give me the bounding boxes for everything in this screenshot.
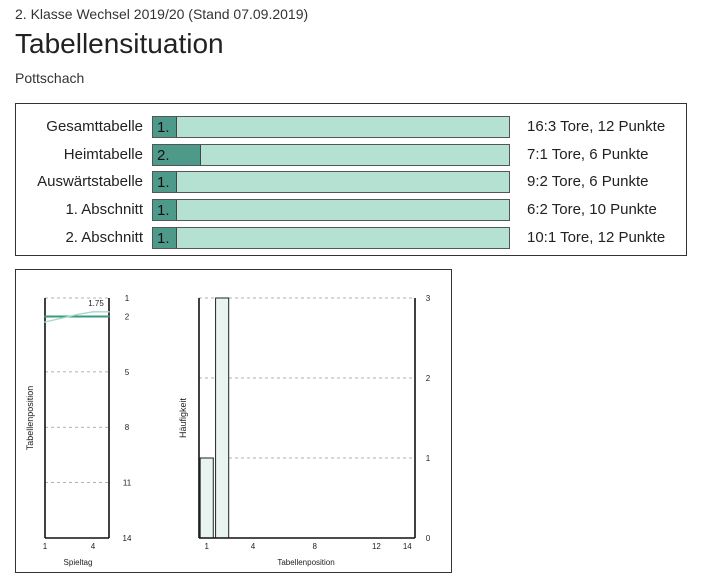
standing-label: Gesamttabelle — [46, 118, 143, 135]
x-tick-label: 14 — [403, 542, 412, 551]
rank-label: 1. — [157, 202, 170, 220]
data-point — [76, 313, 78, 316]
rank-bar-track: 1. — [152, 171, 510, 194]
data-point — [108, 315, 110, 318]
rank-label: 1. — [157, 119, 170, 136]
charts-panel: 1 2 5 8 11 14 1.75 1 4 Spieltag Tabellenposition 0 1… — [15, 269, 452, 573]
value-annotation: 1.75 — [88, 299, 104, 308]
standing-row: Heimtabelle 2. 7:1 Tore, 6 Punkte — [16, 143, 686, 168]
data-point — [76, 315, 78, 318]
y-tick-label: 3 — [426, 294, 431, 303]
rank-label: 1. — [157, 229, 170, 247]
y-tick-label: 1 — [125, 294, 130, 303]
standing-row: Gesamttabelle 1. 16:3 Tore, 12 Punkte — [16, 116, 686, 140]
league-subtitle: 2. Klasse Wechsel 2019/20 (Stand 07.09.2… — [15, 6, 309, 22]
data-point — [108, 311, 110, 313]
rank-bar-fill — [153, 144, 201, 165]
standing-label: 2. Abschnitt — [65, 228, 143, 246]
rank-bar-track: 2. — [152, 143, 510, 166]
data-point — [44, 315, 46, 318]
data-point — [60, 315, 62, 318]
y-tick-label: 14 — [123, 534, 132, 543]
rank-bar-track: 1. — [152, 199, 510, 222]
rank-bar-track: 1. — [152, 116, 510, 138]
x-tick-label: 12 — [372, 542, 381, 551]
y-tick-label: 5 — [125, 368, 130, 377]
x-tick-label: 4 — [251, 542, 256, 551]
histogram-bar — [199, 457, 214, 539]
standing-row: Auswärtstabelle 1. 9:2 Tore, 6 Punkte — [16, 171, 686, 195]
rank-bar-fill — [153, 227, 177, 248]
standing-label: 1. Abschnitt — [65, 201, 143, 219]
standing-row: 1. Abschnitt 1. 6:2 Tore, 10 Punkte — [16, 199, 686, 223]
rank-bar-fill — [153, 117, 177, 137]
data-point — [92, 315, 94, 318]
rank-label: 1. — [157, 174, 170, 192]
rank-bar-fill — [153, 200, 177, 221]
x-tick-label: 1 — [204, 542, 209, 551]
standing-label: Auswärtstabelle — [37, 173, 143, 191]
standing-label: Heimtabelle — [63, 145, 143, 163]
y-tick-label: 2 — [426, 374, 431, 383]
rank-bar-track: 1. — [152, 226, 510, 249]
y-axis-label: Tabellenposition — [25, 386, 35, 451]
x-tick-label: 4 — [91, 542, 96, 551]
data-point — [92, 311, 94, 313]
standings-panel: Gesamttabelle 1. 16:3 Tore, 12 Punkte Heimt… — [15, 103, 687, 256]
goals-points-text: 10:1 Tore, 12 Punkte — [527, 228, 666, 246]
x-axis-label: Spieltag — [64, 558, 93, 567]
x-tick-label: 8 — [312, 542, 317, 551]
rank-label: 2. — [157, 146, 170, 164]
rank-bar-fill — [153, 172, 177, 193]
data-point — [44, 321, 46, 323]
x-tick-label: 1 — [43, 542, 48, 551]
y-tick-label: 11 — [123, 479, 132, 488]
data-point — [60, 317, 62, 320]
y-tick-label: 2 — [125, 312, 130, 321]
goals-points-text: 6:2 Tore, 10 Punkte — [527, 201, 657, 219]
page-title: Tabellensituation — [15, 28, 224, 59]
y-axis-label: Häufigkeit — [178, 397, 188, 438]
histogram-bar — [215, 297, 230, 539]
team-name: Pottschach — [15, 70, 85, 86]
goals-points-text: 9:2 Tore, 6 Punkte — [527, 173, 649, 191]
goals-points-text: 16:3 Tore, 12 Punkte — [527, 118, 666, 135]
standing-row: 2. Abschnitt 1. 10:1 Tore, 12 Punkte — [16, 226, 686, 251]
x-axis-label: Tabellenposition — [277, 558, 334, 567]
y-tick-label: 8 — [125, 423, 130, 432]
y-tick-label: 0 — [426, 534, 431, 543]
y-tick-label: 1 — [426, 454, 431, 463]
goals-points-text: 7:1 Tore, 6 Punkte — [527, 145, 649, 163]
